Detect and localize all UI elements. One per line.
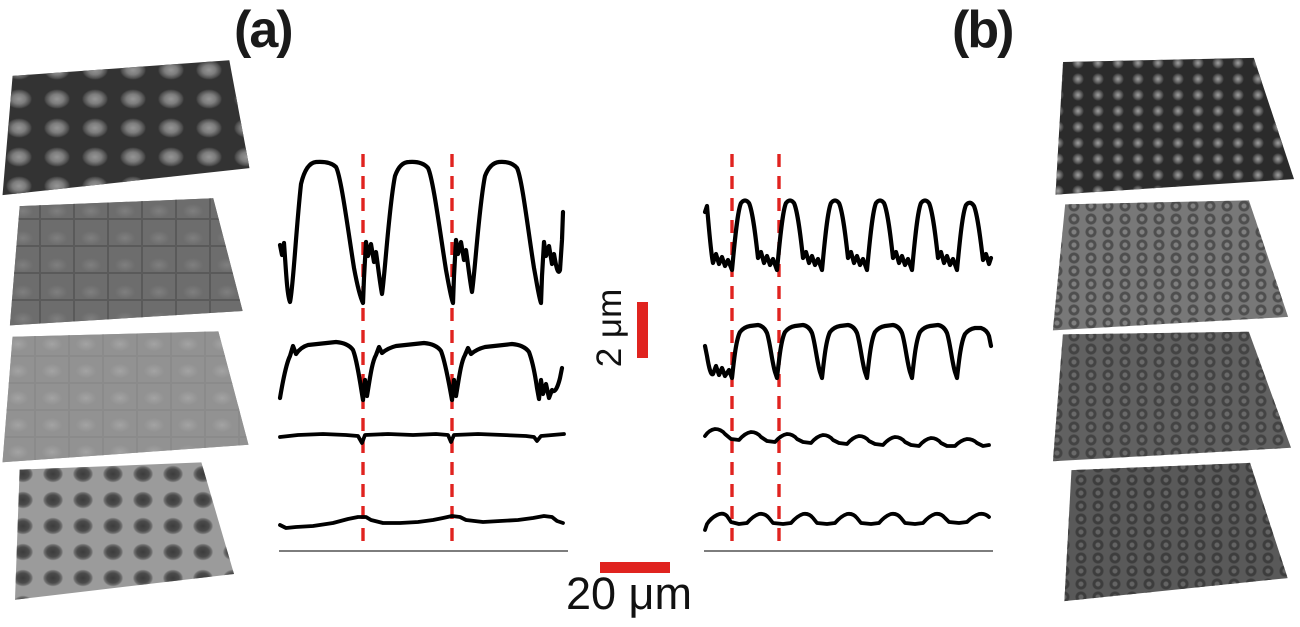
profile-plot-a (277, 154, 568, 552)
profile-trace-a2 (277, 339, 565, 403)
micrograph-a4-dark-square-lattice (14, 462, 235, 600)
micrograph-a3-faint-square-array (2, 331, 249, 463)
horizontal-scale-bar (600, 562, 670, 573)
profile-trace-a4 (278, 514, 565, 530)
micrograph-b2-small-ring-array (1052, 200, 1289, 331)
profile-trace-a3 (278, 432, 566, 445)
micrograph-b3-square-outline-array (1052, 331, 1292, 462)
profile-plot-b (702, 154, 994, 552)
micrograph-b1-dome-bump-array (1055, 57, 1294, 195)
profile-trace-a1 (277, 159, 566, 306)
micrograph-a1-large-bump-array (2, 60, 250, 196)
profile-trace-b4 (703, 511, 991, 532)
vertical-scale-label: 2 μm (590, 288, 629, 368)
horizontal-scale-label: 20 μm (566, 568, 692, 619)
micrograph-a2-square-tile-array (9, 198, 243, 326)
vertical-scale-bar (637, 302, 648, 358)
profile-trace-b2 (702, 322, 994, 381)
micrograph-b4-rounded-square-array (1064, 462, 1288, 602)
profile-trace-b3 (703, 427, 991, 448)
panel-a-label: (a) (234, 1, 294, 59)
profile-trace-b1 (702, 198, 994, 273)
panel-b-label: (b) (952, 1, 1014, 59)
